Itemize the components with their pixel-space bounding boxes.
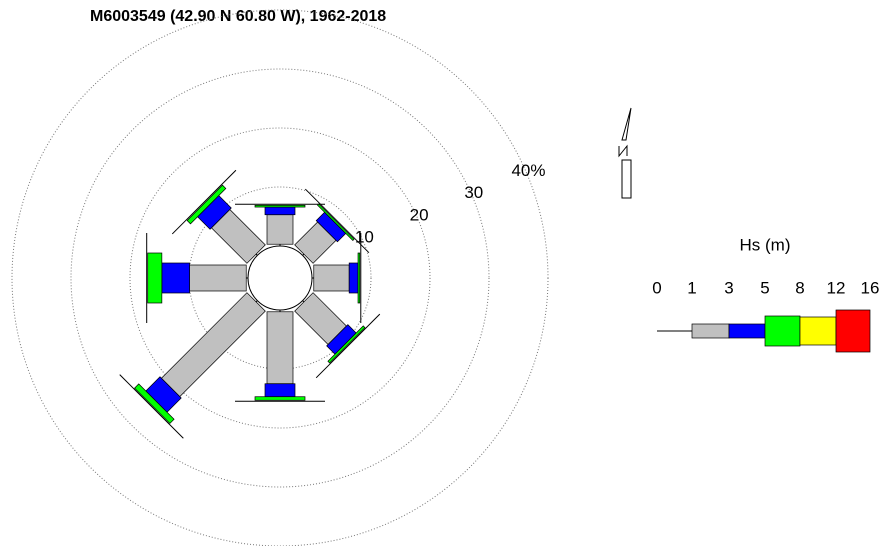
legend-bin-label: 3: [724, 278, 733, 297]
bar-segment: [266, 214, 294, 245]
r-tick-label: 20: [410, 205, 429, 224]
legend-bin-label: 12: [827, 278, 846, 297]
bar-segment: [254, 204, 306, 208]
bar-segment: [327, 325, 366, 364]
direction-bar: [171, 169, 266, 264]
bar-segment: [357, 252, 361, 304]
legend-swatch: [728, 323, 766, 339]
bar-segment: [189, 264, 247, 292]
north-arrow-letter: [618, 144, 628, 158]
legend-bin-label: 5: [760, 278, 769, 297]
bar-segment: [161, 262, 190, 294]
direction-bar: [146, 233, 248, 323]
grid-ring: [129, 127, 431, 429]
direction-bar: [312, 233, 362, 323]
north-arrow-tail: [621, 159, 632, 199]
r-tick-label: 40%: [511, 161, 545, 180]
north-arrow-tip: [621, 107, 632, 141]
grid-ring: [11, 9, 549, 546]
r-tick-label: 10: [355, 227, 374, 246]
bar-cap: [119, 374, 184, 439]
legend-bin-label: 16: [861, 278, 880, 297]
north-arrow: [618, 107, 632, 199]
direction-bar: [294, 188, 370, 264]
direction-bar: [119, 292, 266, 439]
direction-bar: [294, 292, 381, 379]
bar-cap: [171, 169, 237, 235]
bar-cap: [315, 313, 381, 379]
grid-ring: [70, 68, 490, 488]
direction-bar: [235, 203, 325, 246]
bar-segment: [313, 264, 350, 292]
legend-swatch: [691, 323, 730, 339]
legend-bin-label: 1: [687, 278, 696, 297]
bar-segment: [266, 311, 294, 385]
bar-segment: [264, 383, 296, 398]
legend-bin-label: 0: [652, 278, 661, 297]
chart-title: M6003549 (42.90 N 60.80 W), 1962-2018: [90, 8, 386, 25]
legend-title: Hs (m): [740, 235, 791, 254]
bar-segment: [348, 262, 359, 294]
bar-segment: [254, 396, 306, 401]
r-tick-label: 30: [464, 183, 483, 202]
bar-cap: [304, 188, 370, 254]
legend-bin-label: 8: [795, 278, 804, 297]
legend-swatch: [764, 315, 801, 347]
bar-segment: [316, 203, 355, 242]
bar-segment: [147, 252, 163, 304]
direction-bar: [235, 310, 325, 402]
bar-segment: [186, 184, 227, 225]
legend-swatch: [799, 316, 837, 346]
bar-segment: [264, 206, 296, 216]
bar-segment: [134, 383, 175, 424]
legend-swatch: [835, 309, 871, 353]
